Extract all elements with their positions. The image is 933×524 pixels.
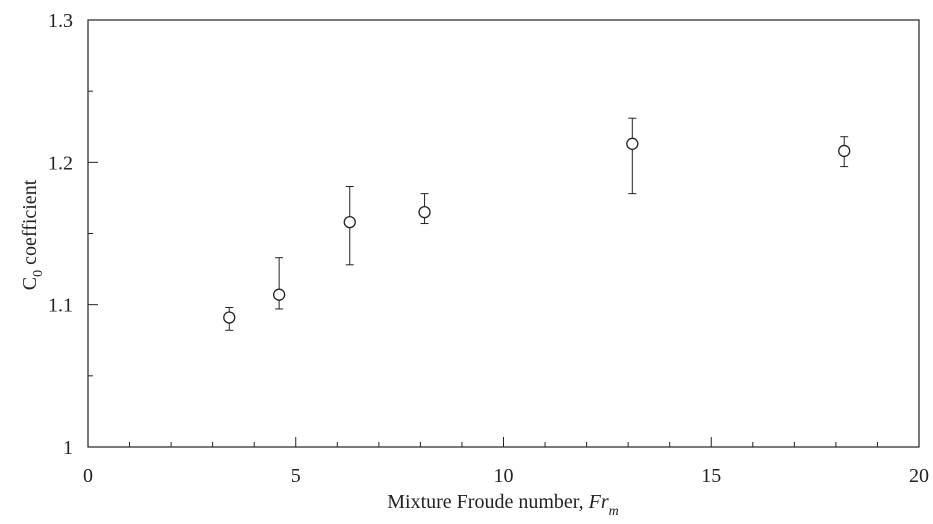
data-point-marker [343,215,356,229]
x-tick-label: 10 [494,465,514,487]
x-axis-title-subscript: m [609,504,619,519]
ticks-layer [87,19,920,448]
y-tick-label: 1.3 [48,10,73,32]
x-tick-label: 0 [83,465,93,487]
y-axis-title-text: coefficient [19,179,41,270]
y-tick-label: 1.1 [48,295,73,317]
y-tick-label: 1 [63,437,73,459]
y-axis-title: C0 coefficient [19,179,46,290]
x-axis-title-symbol: Fr [588,491,609,513]
data-point-marker [272,288,286,301]
x-tick-label: 15 [701,465,721,487]
x-tick-label: 5 [291,465,301,487]
y-tick-label: 1.2 [48,152,73,174]
points-layer [223,117,851,331]
x-tick-label: 20 [909,465,929,487]
labels-layer: 0 5 10 15 20 1 1.1 1.2 1.3 [48,10,929,487]
x-axis-title-text: Mixture Froude number, [387,491,588,513]
plot-frame [87,19,920,448]
y-axis-title-symbol: C [19,277,41,290]
x-axis-title: Mixture Froude number, Frm [387,491,619,519]
data-point-marker [418,205,431,219]
data-point-marker [838,144,851,158]
data-point-marker [223,311,236,324]
y-axis-title-subscript: 0 [31,270,46,277]
data-point-marker [626,137,639,150]
